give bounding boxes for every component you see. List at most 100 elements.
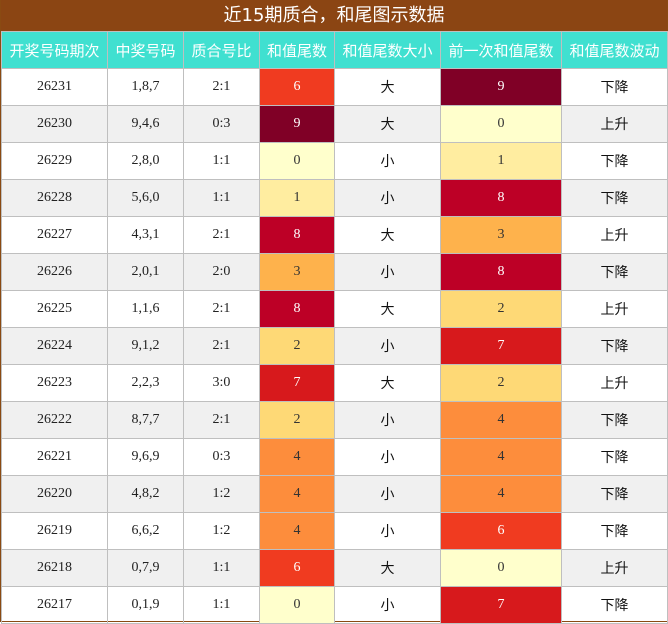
table-row: 26224 9,1,2 2:1 2 小 7 下降 bbox=[1, 327, 668, 365]
cell-ratio: 2:1 bbox=[183, 401, 260, 439]
cell-numbers: 9,6,9 bbox=[107, 438, 184, 476]
cell-tail: 2 bbox=[259, 327, 335, 365]
cell-ratio: 1:1 bbox=[183, 142, 260, 180]
table-row: 26217 0,1,9 1:1 0 小 7 下降 bbox=[1, 586, 668, 624]
cell-issue: 26221 bbox=[1, 438, 108, 476]
cell-numbers: 4,8,2 bbox=[107, 475, 184, 513]
cell-size: 大 bbox=[334, 364, 441, 402]
cell-prev-tail: 4 bbox=[440, 401, 562, 439]
cell-wave: 上升 bbox=[561, 364, 668, 402]
cell-prev-tail: 2 bbox=[440, 290, 562, 328]
cell-numbers: 9,1,2 bbox=[107, 327, 184, 365]
cell-issue: 26229 bbox=[1, 142, 108, 180]
cell-size: 小 bbox=[334, 179, 441, 217]
cell-prev-tail: 4 bbox=[440, 438, 562, 476]
cell-numbers: 9,4,6 bbox=[107, 105, 184, 143]
cell-wave: 上升 bbox=[561, 549, 668, 587]
cell-size: 小 bbox=[334, 142, 441, 180]
cell-size: 大 bbox=[334, 216, 441, 254]
cell-size: 小 bbox=[334, 438, 441, 476]
cell-size: 小 bbox=[334, 253, 441, 291]
cell-size: 大 bbox=[334, 549, 441, 587]
cell-tail: 6 bbox=[259, 68, 335, 106]
table-row: 26230 9,4,6 0:3 9 大 0 上升 bbox=[1, 105, 668, 143]
cell-ratio: 2:1 bbox=[183, 216, 260, 254]
cell-numbers: 1,1,6 bbox=[107, 290, 184, 328]
cell-size: 小 bbox=[334, 475, 441, 513]
cell-size: 小 bbox=[334, 512, 441, 550]
cell-ratio: 1:2 bbox=[183, 475, 260, 513]
cell-issue: 26231 bbox=[1, 68, 108, 106]
cell-issue: 26217 bbox=[1, 586, 108, 624]
table-row: 26219 6,6,2 1:2 4 小 6 下降 bbox=[1, 512, 668, 550]
cell-tail: 4 bbox=[259, 438, 335, 476]
col-header-wave: 和值尾数波动 bbox=[561, 31, 668, 69]
cell-size: 大 bbox=[334, 290, 441, 328]
cell-tail: 9 bbox=[259, 105, 335, 143]
cell-tail: 8 bbox=[259, 216, 335, 254]
cell-prev-tail: 9 bbox=[440, 68, 562, 106]
cell-issue: 26226 bbox=[1, 253, 108, 291]
cell-wave: 上升 bbox=[561, 290, 668, 328]
table-row: 26222 8,7,7 2:1 2 小 4 下降 bbox=[1, 401, 668, 439]
cell-tail: 4 bbox=[259, 475, 335, 513]
cell-prev-tail: 7 bbox=[440, 586, 562, 624]
cell-ratio: 0:3 bbox=[183, 438, 260, 476]
cell-numbers: 2,2,3 bbox=[107, 364, 184, 402]
cell-ratio: 2:0 bbox=[183, 253, 260, 291]
col-header-tail: 和值尾数 bbox=[259, 31, 335, 69]
cell-wave: 下降 bbox=[561, 179, 668, 217]
cell-tail: 3 bbox=[259, 253, 335, 291]
cell-size: 大 bbox=[334, 68, 441, 106]
col-header-numbers: 中奖号码 bbox=[107, 31, 184, 69]
cell-ratio: 3:0 bbox=[183, 364, 260, 402]
cell-prev-tail: 3 bbox=[440, 216, 562, 254]
col-header-issue: 开奖号码期次 bbox=[1, 31, 108, 69]
table-row: 26221 9,6,9 0:3 4 小 4 下降 bbox=[1, 438, 668, 476]
table-row: 26220 4,8,2 1:2 4 小 4 下降 bbox=[1, 475, 668, 513]
cell-issue: 26230 bbox=[1, 105, 108, 143]
cell-tail: 1 bbox=[259, 179, 335, 217]
table-row: 26229 2,8,0 1:1 0 小 1 下降 bbox=[1, 142, 668, 180]
table-title: 近15期质合，和尾图示数据 bbox=[1, 0, 667, 31]
cell-issue: 26224 bbox=[1, 327, 108, 365]
cell-ratio: 2:1 bbox=[183, 327, 260, 365]
cell-issue: 26219 bbox=[1, 512, 108, 550]
cell-ratio: 1:2 bbox=[183, 512, 260, 550]
header-row: 开奖号码期次 中奖号码 质合号比 和值尾数 和值尾数大小 前一次和值尾数 和值尾… bbox=[1, 31, 668, 69]
cell-ratio: 2:1 bbox=[183, 68, 260, 106]
cell-prev-tail: 0 bbox=[440, 549, 562, 587]
cell-prev-tail: 0 bbox=[440, 105, 562, 143]
cell-issue: 26227 bbox=[1, 216, 108, 254]
cell-size: 小 bbox=[334, 401, 441, 439]
cell-prev-tail: 6 bbox=[440, 512, 562, 550]
cell-wave: 下降 bbox=[561, 586, 668, 624]
table-row: 26223 2,2,3 3:0 7 大 2 上升 bbox=[1, 364, 668, 402]
cell-ratio: 2:1 bbox=[183, 290, 260, 328]
table-row: 26225 1,1,6 2:1 8 大 2 上升 bbox=[1, 290, 668, 328]
cell-issue: 26218 bbox=[1, 549, 108, 587]
cell-ratio: 0:3 bbox=[183, 105, 260, 143]
table-row: 26227 4,3,1 2:1 8 大 3 上升 bbox=[1, 216, 668, 254]
col-header-ratio: 质合号比 bbox=[183, 31, 260, 69]
cell-prev-tail: 1 bbox=[440, 142, 562, 180]
cell-numbers: 1,8,7 bbox=[107, 68, 184, 106]
cell-numbers: 5,6,0 bbox=[107, 179, 184, 217]
cell-issue: 26222 bbox=[1, 401, 108, 439]
cell-numbers: 2,8,0 bbox=[107, 142, 184, 180]
cell-wave: 下降 bbox=[561, 142, 668, 180]
cell-wave: 下降 bbox=[561, 438, 668, 476]
cell-wave: 下降 bbox=[561, 253, 668, 291]
cell-tail: 2 bbox=[259, 401, 335, 439]
col-header-size: 和值尾数大小 bbox=[334, 31, 441, 69]
cell-size: 小 bbox=[334, 327, 441, 365]
cell-numbers: 8,7,7 bbox=[107, 401, 184, 439]
cell-tail: 0 bbox=[259, 142, 335, 180]
cell-tail: 8 bbox=[259, 290, 335, 328]
cell-wave: 上升 bbox=[561, 216, 668, 254]
cell-prev-tail: 2 bbox=[440, 364, 562, 402]
cell-prev-tail: 8 bbox=[440, 179, 562, 217]
cell-ratio: 1:1 bbox=[183, 586, 260, 624]
cell-numbers: 0,1,9 bbox=[107, 586, 184, 624]
